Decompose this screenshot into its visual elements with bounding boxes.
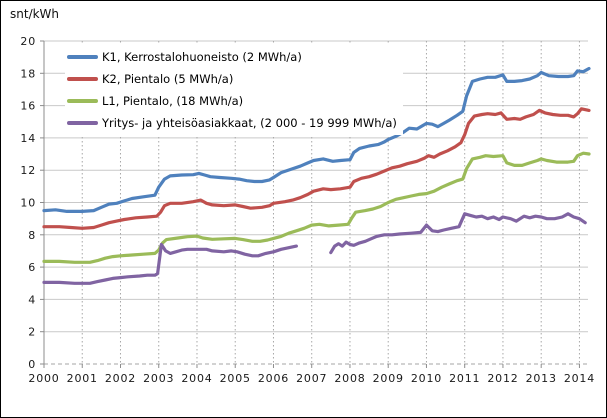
axis-labels: 0 2 4 6 8 10 12 14 16 18 20 2000 2001 2002 2003 2004 200… bbox=[20, 35, 595, 385]
legend-item-l1: L1, Pientalo, (18 MWh/a) bbox=[67, 90, 397, 112]
svg-text:2002: 2002 bbox=[105, 372, 136, 385]
svg-text:2012: 2012 bbox=[487, 372, 518, 385]
svg-text:2005: 2005 bbox=[220, 372, 251, 385]
svg-text:2011: 2011 bbox=[449, 372, 480, 385]
legend-item-yritys: Yritys- ja yhteisöasiakkaat, (2 000 - 19… bbox=[67, 112, 397, 134]
svg-text:12: 12 bbox=[20, 164, 36, 177]
svg-text:2006: 2006 bbox=[258, 372, 289, 385]
legend-label-k2: K2, Pientalo (5 MWh/a) bbox=[102, 72, 234, 86]
series-line-k1 bbox=[42, 66, 591, 213]
legend-label-l1: L1, Pientalo, (18 MWh/a) bbox=[102, 94, 244, 108]
legend-item-k1: K1, Kerrostalohuoneisto (2 MWh/a) bbox=[67, 46, 397, 68]
svg-text:8: 8 bbox=[28, 229, 36, 242]
svg-text:2007: 2007 bbox=[296, 372, 327, 385]
svg-text:2010: 2010 bbox=[411, 372, 442, 385]
legend-label-k1: K1, Kerrostalohuoneisto (2 MWh/a) bbox=[102, 50, 302, 64]
legend-line-swatch-k1 bbox=[67, 55, 98, 59]
svg-text:20: 20 bbox=[20, 35, 36, 48]
legend-item-k2: K2, Pientalo (5 MWh/a) bbox=[67, 68, 397, 90]
svg-text:2013: 2013 bbox=[526, 372, 557, 385]
svg-text:2001: 2001 bbox=[67, 372, 98, 385]
legend-line-swatch-yritys bbox=[67, 121, 98, 125]
svg-text:6: 6 bbox=[28, 261, 36, 274]
svg-text:2: 2 bbox=[28, 326, 36, 339]
axes bbox=[40, 40, 580, 368]
legend: K1, Kerrostalohuoneisto (2 MWh/a) K2, Pi… bbox=[65, 45, 403, 135]
svg-text:2000: 2000 bbox=[28, 372, 59, 385]
svg-text:2003: 2003 bbox=[143, 372, 174, 385]
unit-label: snt/kWh bbox=[10, 7, 60, 21]
svg-text:2008: 2008 bbox=[334, 372, 365, 385]
svg-text:10: 10 bbox=[20, 197, 36, 210]
legend-label-yritys: Yritys- ja yhteisöasiakkaat, (2 000 - 19… bbox=[102, 116, 397, 130]
series-line-k2 bbox=[42, 107, 591, 230]
svg-text:2009: 2009 bbox=[373, 372, 404, 385]
svg-text:16: 16 bbox=[20, 100, 36, 113]
svg-text:4: 4 bbox=[28, 293, 36, 306]
svg-text:2004: 2004 bbox=[181, 372, 212, 385]
svg-text:2014: 2014 bbox=[564, 372, 595, 385]
series-line-l1 bbox=[42, 151, 591, 264]
svg-text:14: 14 bbox=[20, 132, 36, 145]
legend-line-swatch-k2 bbox=[67, 77, 98, 81]
legend-line-swatch-l1 bbox=[67, 99, 98, 103]
svg-text:0: 0 bbox=[28, 358, 36, 371]
svg-text:18: 18 bbox=[20, 67, 36, 80]
series-line-yritys bbox=[42, 212, 587, 285]
